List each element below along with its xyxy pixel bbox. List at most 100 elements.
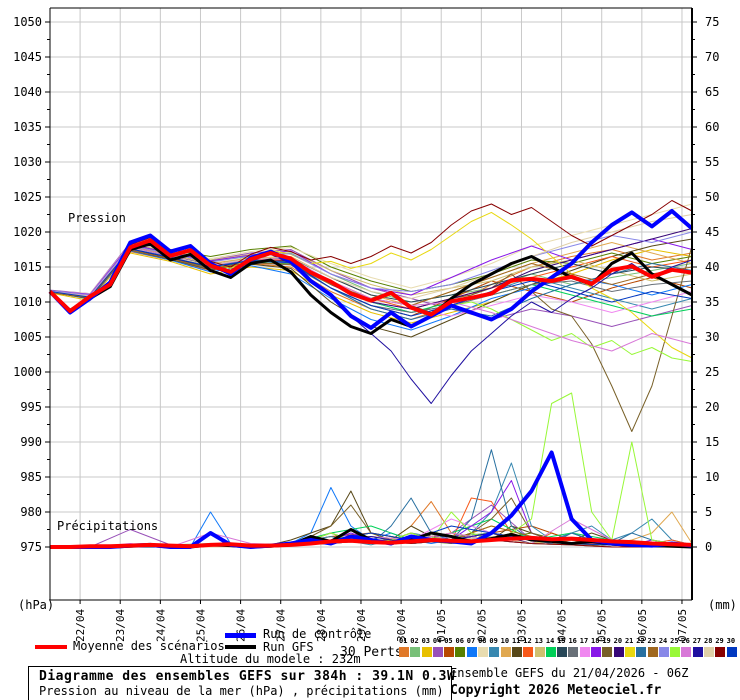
pert-legend-item: 22	[636, 636, 647, 657]
y-left-label: 1025	[13, 190, 42, 204]
pert-number: 10	[500, 637, 510, 645]
pert-color-swatch	[511, 647, 522, 657]
x-date-label: 04/05	[556, 609, 569, 642]
y-right-label: 55	[705, 155, 719, 169]
pert-legend-item: 24	[658, 636, 670, 657]
pert-number: 14	[545, 637, 555, 645]
x-date-label: 30/04	[395, 609, 408, 642]
pert-legend-item: 03	[421, 636, 433, 657]
x-date-label: 28/04	[315, 609, 328, 642]
pert-legend-item: 06	[455, 636, 466, 657]
pert-number: 27	[692, 637, 702, 645]
pert-color-swatch	[534, 647, 545, 657]
pert-color-swatch	[636, 647, 647, 657]
pert-number: 30	[726, 637, 736, 645]
pert-color-swatch	[399, 647, 409, 657]
pert-number: 13	[534, 637, 543, 645]
pert-number: 01	[399, 637, 408, 645]
pert-color-swatch	[591, 647, 602, 657]
pert-color-swatch	[568, 647, 579, 657]
pert-color-swatch	[579, 647, 590, 657]
y-left-label: 1000	[13, 365, 42, 379]
pert-legend-item: 17	[579, 636, 591, 657]
y-right-label: 15	[705, 435, 719, 449]
pert-color-swatch	[421, 647, 432, 657]
pert-legend-item: 16	[568, 636, 579, 657]
pert-color-swatch	[478, 647, 489, 657]
y-right-label: 30	[705, 330, 719, 344]
pert-color-swatch	[466, 647, 477, 657]
pert-legend-item: 09	[489, 636, 500, 657]
pert-legend-item: 30	[726, 636, 738, 657]
pert-color-swatch	[613, 647, 624, 657]
y-right-label: 35	[705, 295, 719, 309]
unit-left-label: (hPa)	[18, 598, 54, 612]
pert-number: 03	[421, 637, 431, 645]
x-date-label: 23/04	[114, 609, 127, 642]
x-date-label: 06/05	[636, 609, 649, 642]
x-date-label: 27/04	[275, 609, 288, 642]
pert-color-swatch	[692, 647, 703, 657]
pressure-line-p30	[49, 248, 693, 317]
pressure-section-label: Pression	[68, 211, 126, 225]
pert-legend-item: 28	[704, 636, 715, 657]
unit-right-label: (mm)	[708, 598, 737, 612]
copyright-text: Copyright 2026 Meteociel.fr	[450, 683, 662, 698]
mean-legend-label: Moyenne des scénarios	[73, 639, 225, 653]
pert-color-swatch	[715, 647, 726, 657]
y-left-label: 995	[20, 400, 42, 414]
pert-color-swatch	[602, 647, 613, 657]
x-date-label: 25/04	[194, 609, 207, 642]
pert-legend-item: 15	[557, 636, 568, 657]
pressure-line-p27	[49, 239, 693, 404]
pert-color-swatch	[670, 647, 681, 657]
pert-number: 23	[647, 637, 656, 645]
pert-legend-item: 01	[399, 636, 410, 657]
x-date-label: 01/05	[435, 609, 448, 642]
y-right-label: 5	[705, 505, 712, 519]
y-left-label: 1045	[13, 50, 42, 64]
control-legend-label: Run de contrôle	[263, 627, 372, 641]
ensemble-chart: 22/04 23/04 24/04 25/04 26/04 27/04 28/04 29/04…	[13, 7, 737, 642]
x-date-label: 03/05	[515, 609, 528, 642]
pert-number: 19	[602, 637, 611, 645]
pert-legend-item: 21	[624, 636, 636, 657]
mean-line-sample	[35, 645, 67, 649]
y-left-label: 1010	[13, 295, 42, 309]
pert-color-swatch	[647, 647, 658, 657]
x-date-label: 05/05	[596, 609, 609, 642]
pert-legend-item: 12	[523, 636, 534, 657]
pert-number: 25	[670, 637, 679, 645]
y-left-label: 1040	[13, 85, 42, 99]
pert-number: 07	[466, 637, 476, 645]
gfs-legend-label: Run GFS	[263, 640, 314, 654]
y-right-label: 70	[705, 50, 719, 64]
y-right-label: 25	[705, 365, 719, 379]
y-left-label: 1020	[13, 225, 42, 239]
pert-color-swatch	[523, 647, 534, 657]
y-right-label: 75	[705, 15, 719, 29]
pert-number: 11	[511, 637, 521, 645]
pert-color-swatch	[444, 647, 455, 657]
pert-legend-item: 13	[534, 636, 546, 657]
pert-legend-item: 07	[466, 636, 478, 657]
pert-number: 02	[410, 637, 419, 645]
pert-legend-item: 18	[591, 636, 602, 657]
pert-number: 20	[613, 637, 623, 645]
pert-color-swatch	[726, 647, 737, 657]
y-right-label: 50	[705, 190, 719, 204]
pert-color-swatch	[500, 647, 511, 657]
pressure-line-mean	[48, 238, 693, 317]
pert-color-swatch	[432, 647, 443, 657]
x-date-label: 29/04	[355, 609, 368, 642]
grid-layer	[50, 8, 692, 600]
pert-number: 15	[557, 637, 566, 645]
pert-number: 04	[432, 637, 442, 645]
pert-number: 26	[681, 637, 690, 645]
pert-number: 09	[489, 637, 498, 645]
y-right-label: 0	[705, 540, 712, 554]
pert-number: 12	[523, 637, 532, 645]
pert-number: 29	[715, 637, 724, 645]
pert-legend-item: 02	[410, 636, 421, 657]
